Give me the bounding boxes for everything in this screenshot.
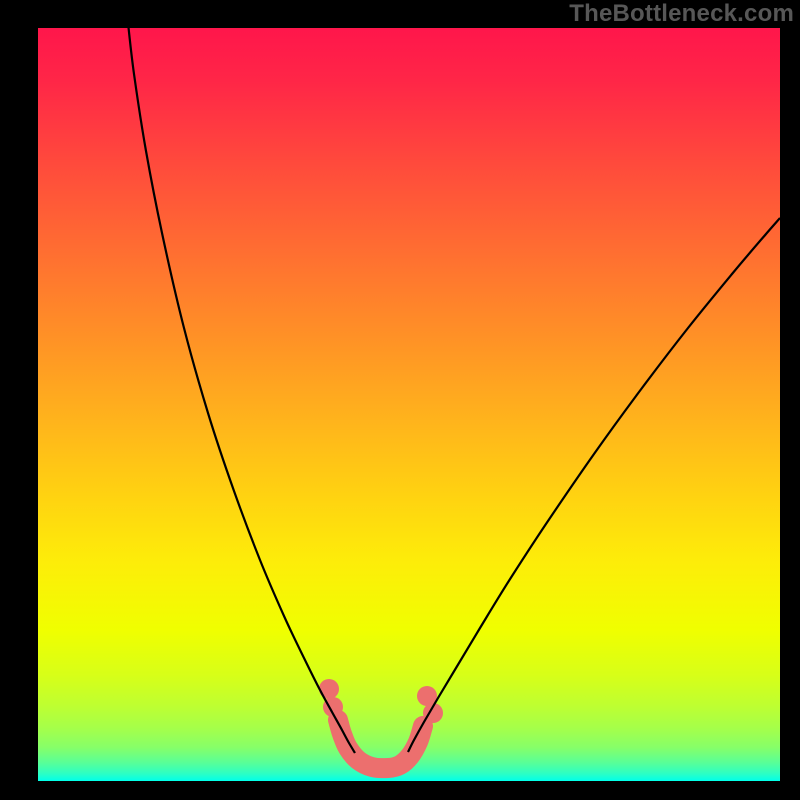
canvas-root: TheBottleneck.com (0, 0, 800, 800)
bottleneck-curve-plot (38, 28, 780, 781)
curve-right (408, 218, 780, 752)
watermark-text: TheBottleneck.com (569, 0, 794, 28)
curve-svg (38, 28, 780, 781)
curve-left (128, 28, 355, 753)
